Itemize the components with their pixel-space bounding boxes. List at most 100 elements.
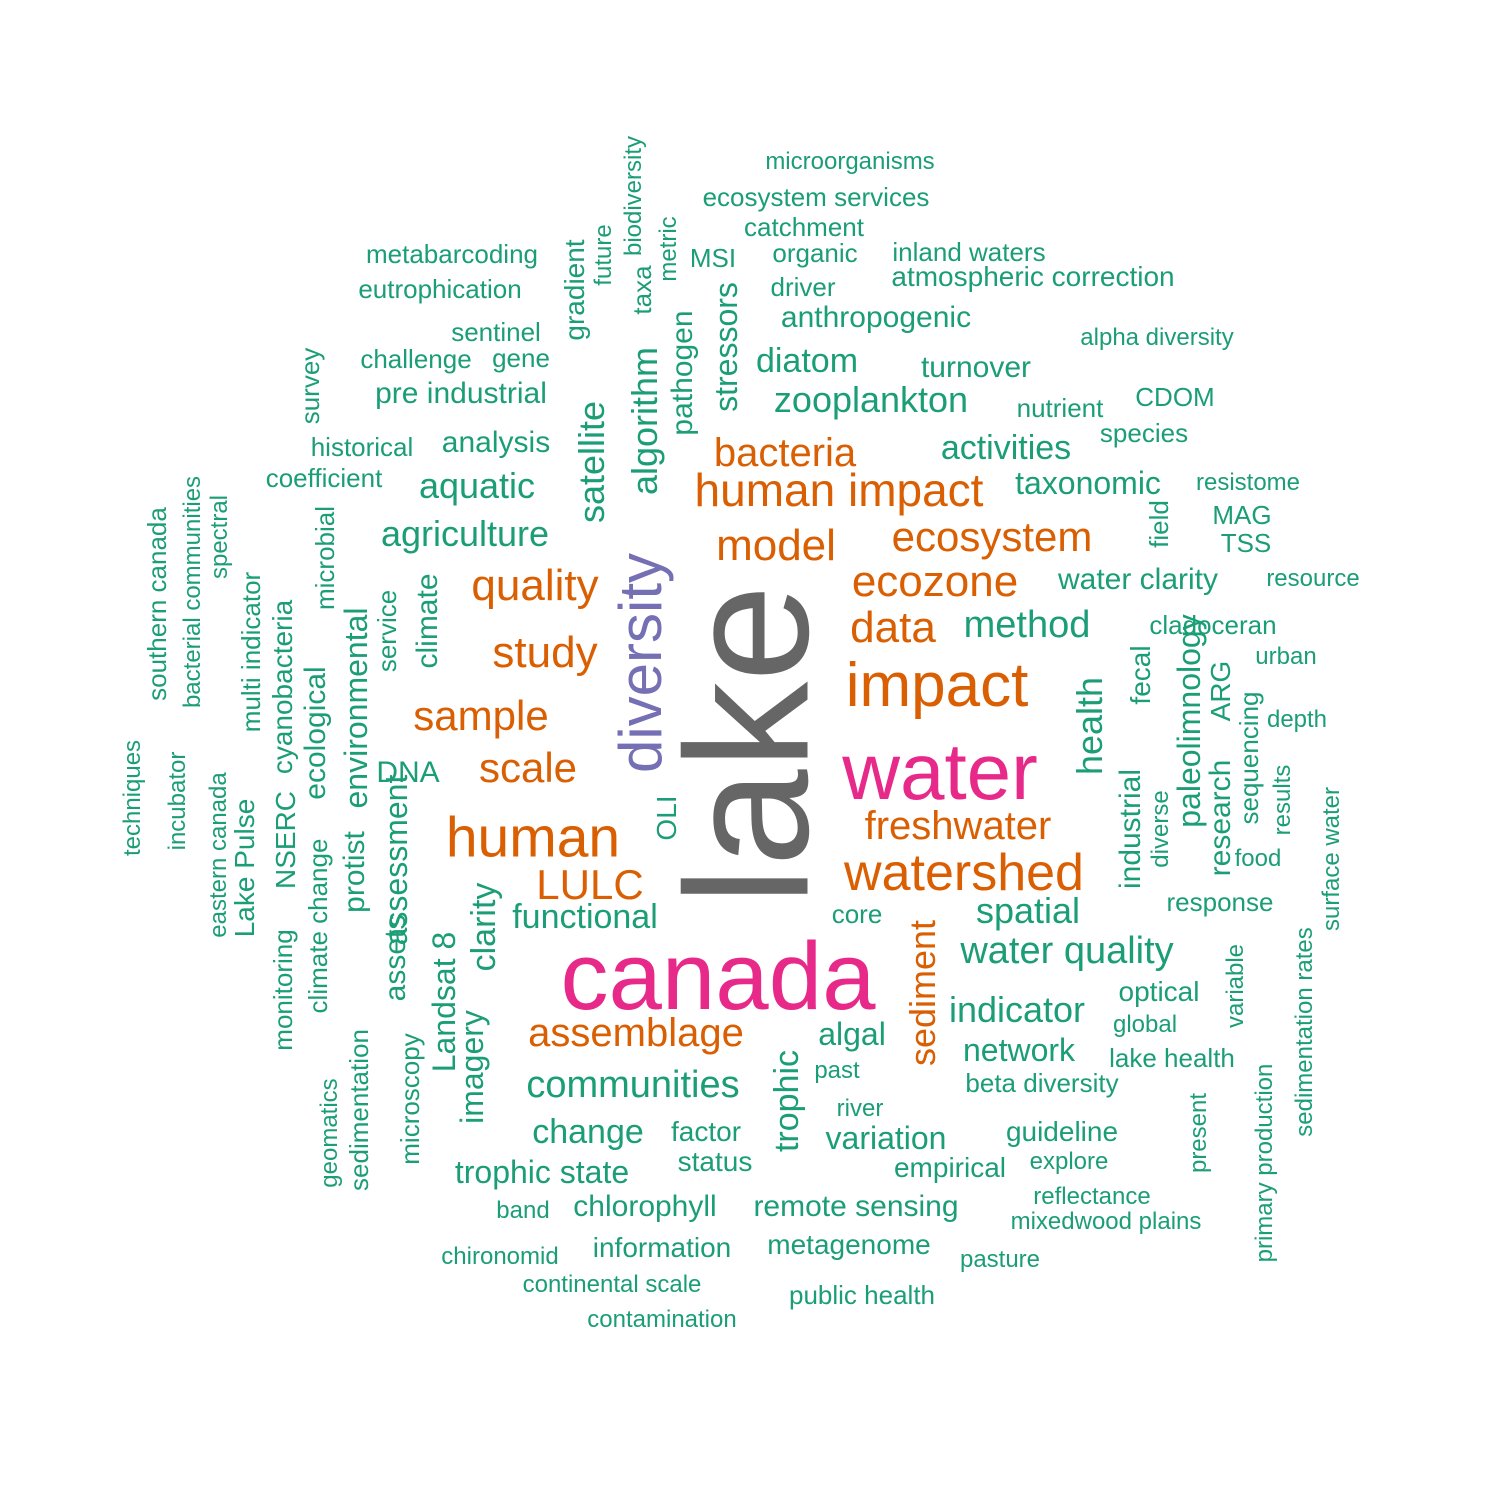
- word-geomatics: geomatics: [316, 1078, 343, 1188]
- word-river: river: [836, 1095, 884, 1122]
- word-southern-canada: southern canada: [142, 507, 172, 701]
- word-inland-waters: inland waters: [892, 237, 1046, 267]
- word-data: data: [850, 603, 936, 652]
- word-metabarcoding: metabarcoding: [366, 239, 538, 269]
- word-ecosystem: ecosystem: [891, 513, 1093, 560]
- word-industrial: industrial: [1114, 768, 1147, 890]
- word-protist: protist: [338, 831, 371, 913]
- word-spectral: spectral: [206, 494, 233, 580]
- word-primary-production: primary production: [1251, 1063, 1278, 1263]
- word-atmospheric-correction: atmospheric correction: [891, 261, 1175, 292]
- word-satellite: satellite: [571, 400, 612, 524]
- word-trophic: trophic: [768, 1049, 806, 1153]
- word-factor: factor: [670, 1116, 742, 1147]
- word-surface-water: surface water: [1318, 786, 1345, 932]
- word-human: human: [445, 805, 621, 870]
- word-impact: impact: [845, 651, 1029, 720]
- word-watershed: watershed: [844, 844, 1084, 902]
- word-incubator: incubator: [164, 751, 191, 851]
- word-diverse: diverse: [1147, 790, 1174, 868]
- word-eutrophication: eutrophication: [358, 274, 522, 304]
- word-microbial: microbial: [310, 505, 340, 611]
- word-empirical: empirical: [893, 1152, 1007, 1183]
- word-diatom: diatom: [755, 342, 859, 380]
- word-msi: MSI: [689, 243, 737, 273]
- word-field: field: [1144, 500, 1174, 548]
- word-band: band: [496, 1197, 550, 1224]
- word-resistome: resistome: [1195, 469, 1301, 496]
- word-analysis: analysis: [441, 426, 551, 459]
- word-gene: gene: [492, 343, 550, 373]
- word-variation: variation: [825, 1120, 947, 1156]
- word-dna: DNA: [376, 756, 440, 789]
- word-alpha-diversity: alpha diversity: [1080, 324, 1234, 351]
- word-sample: sample: [413, 692, 549, 739]
- word-explore: explore: [1029, 1148, 1109, 1175]
- word-cyanobacteria: cyanobacteria: [267, 599, 298, 775]
- word-multi-indicator: multi indicator: [236, 571, 266, 733]
- word-species: species: [1099, 418, 1189, 448]
- word-driver: driver: [770, 272, 836, 302]
- word-sequencing: sequencing: [1234, 691, 1264, 825]
- word-agriculture: agriculture: [380, 513, 550, 554]
- word-catchment: catchment: [744, 212, 864, 242]
- word-water-quality: water quality: [960, 930, 1174, 972]
- word-trophic-state: trophic state: [454, 1154, 630, 1190]
- word-arg: ARG: [1205, 660, 1236, 722]
- word-chlorophyll: chlorophyll: [573, 1190, 717, 1223]
- word-historical: historical: [310, 432, 414, 462]
- word-oli: OLI: [651, 795, 682, 841]
- word-climate-change: climate change: [303, 838, 333, 1014]
- word-zooplankton: zooplankton: [773, 379, 969, 420]
- word-eastern-canada: eastern canada: [205, 772, 232, 938]
- word-cladoceran: cladoceran: [1149, 610, 1277, 640]
- word-core: core: [831, 899, 883, 929]
- word-global: global: [1112, 1011, 1178, 1038]
- word-health: health: [1069, 676, 1110, 776]
- word-stressors: stressors: [708, 282, 744, 412]
- word-service: service: [372, 589, 402, 673]
- word-status: status: [677, 1146, 753, 1177]
- word-survey: survey: [295, 347, 325, 425]
- word-freshwater: freshwater: [864, 804, 1052, 848]
- word-present: present: [1185, 1092, 1212, 1174]
- word-sedimentation-rates: sedimentation rates: [1291, 927, 1318, 1137]
- word-communities: communities: [526, 1064, 740, 1106]
- word-assemblage: assemblage: [528, 1011, 744, 1055]
- word-paleolimnology: paleolimnology: [1171, 614, 1207, 828]
- word-chironomid: chironomid: [441, 1243, 559, 1270]
- word-food: food: [1234, 845, 1282, 872]
- word-method: method: [963, 604, 1091, 646]
- word-functional: functional: [512, 898, 658, 936]
- word-lake-health: lake health: [1109, 1043, 1235, 1073]
- word-lulc: LULC: [536, 861, 644, 908]
- word-clarity: clarity: [465, 882, 503, 972]
- word-algorithm: algorithm: [624, 346, 665, 496]
- word-monitoring: monitoring: [268, 929, 298, 1051]
- word-bacterial-communities: bacterial communities: [179, 475, 206, 709]
- word-urban: urban: [1255, 643, 1317, 670]
- word-aquatic: aquatic: [418, 465, 536, 506]
- word-contamination: contamination: [587, 1306, 737, 1333]
- word-public-health: public health: [789, 1280, 935, 1310]
- word-study: study: [492, 628, 598, 677]
- word-information: information: [592, 1232, 732, 1263]
- word-anthropogenic: anthropogenic: [780, 301, 972, 334]
- word-research: research: [1204, 759, 1237, 877]
- word-optical: optical: [1118, 976, 1200, 1007]
- word-depth: depth: [1266, 706, 1328, 733]
- word-network: network: [962, 1032, 1076, 1068]
- word-response: response: [1166, 887, 1274, 917]
- word-human-impact: human impact: [694, 464, 984, 516]
- word-spatial: spatial: [975, 890, 1081, 931]
- word-remote-sensing: remote sensing: [753, 1190, 959, 1223]
- word-sentinel: sentinel: [451, 317, 541, 347]
- word-imagery: imagery: [454, 1010, 490, 1124]
- word-results: results: [1269, 764, 1296, 836]
- word-canada: canada: [560, 923, 876, 1030]
- word-taxa: taxa: [627, 265, 657, 315]
- word-sedimentation: sedimentation: [344, 1029, 374, 1191]
- word-cdom: CDOM: [1135, 382, 1215, 412]
- word-mixedwood-plains: mixedwood plains: [1010, 1208, 1202, 1235]
